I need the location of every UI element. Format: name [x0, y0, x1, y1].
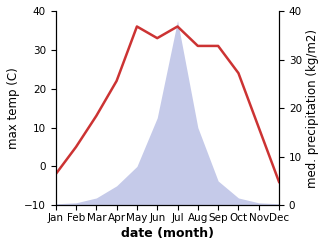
Y-axis label: max temp (C): max temp (C) — [7, 67, 20, 149]
Y-axis label: med. precipitation (kg/m2): med. precipitation (kg/m2) — [306, 29, 319, 188]
X-axis label: date (month): date (month) — [121, 227, 214, 240]
